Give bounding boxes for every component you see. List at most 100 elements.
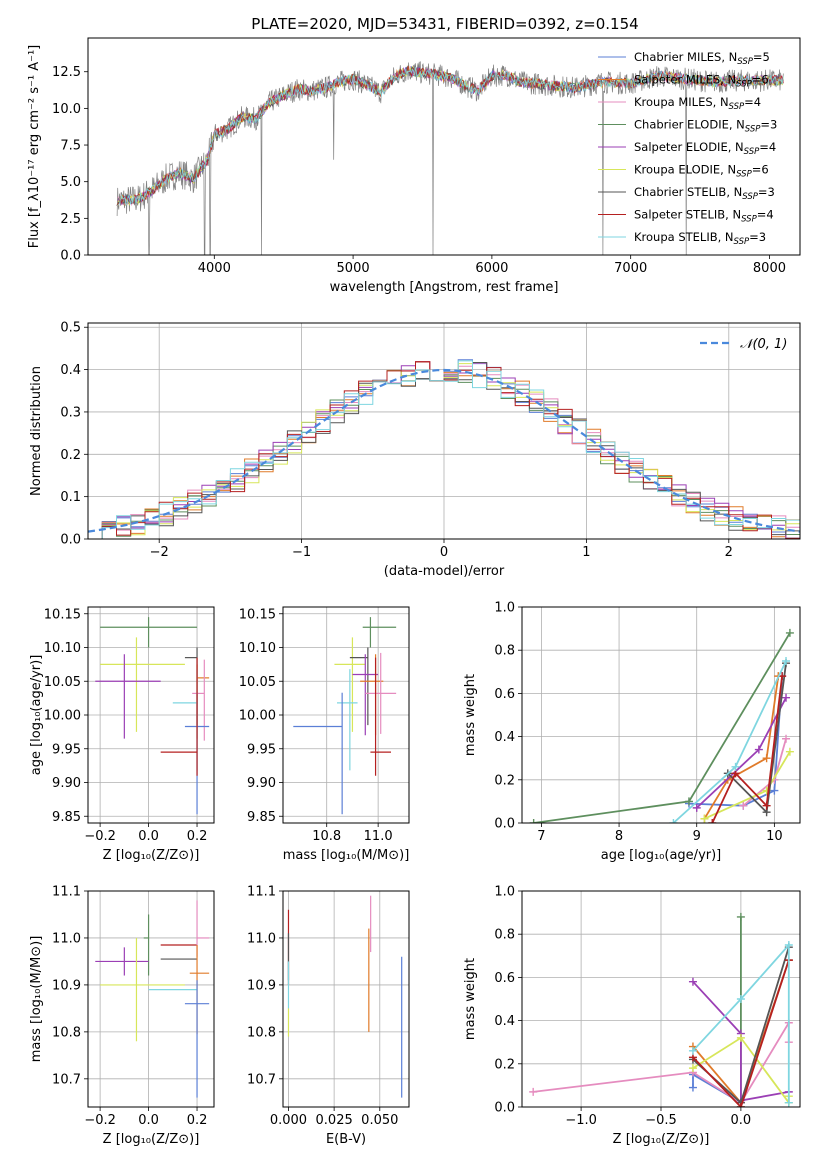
marker-kroupa-miles <box>739 801 748 810</box>
mass-vs-Z-ylabel: mass [log₁₀(M/M⊙)] <box>29 936 44 1063</box>
legend-entry: Kroupa STELIB, NSSP=3 <box>634 230 766 247</box>
legend-entry: 𝒩(0, 1) <box>740 337 787 352</box>
errorbar-salpeter-miles <box>360 654 384 736</box>
legend-entry: Kroupa ELODIE, NSSP=6 <box>634 163 769 180</box>
mass-vs-Z-ytick-label: 10.7 <box>52 1072 81 1087</box>
mass-vs-EBV-ytick-label: 11.1 <box>247 885 276 900</box>
legend-entry: Salpeter STELIB, NSSP=4 <box>634 208 774 225</box>
spectrum-ylabel: Flux [f_λ10⁻¹⁷ erg cm⁻² s⁻¹ A⁻¹] <box>27 45 42 249</box>
marker-kroupa-elodie <box>700 814 709 823</box>
mass-vs-EBV-xtick-label: 0.025 <box>316 1113 353 1128</box>
age-vs-Z-ytick-label: 9.95 <box>52 742 81 757</box>
residuals-xtick-label: −1 <box>292 545 311 560</box>
marker-chabrier-miles <box>770 786 779 795</box>
spectrum-xtick-label: 4000 <box>198 261 231 276</box>
massweight-vs-age-ytick-label: 0.0 <box>494 817 515 832</box>
age-vs-Z-ytick-label: 9.90 <box>52 776 81 791</box>
spectrum-data <box>116 61 784 255</box>
spectrum-xtick-label: 8000 <box>753 261 786 276</box>
marker-salpeter-elodie <box>692 803 701 812</box>
mass-vs-Z-xlabel: Z [log₁₀(Z/Z⊙)] <box>103 1132 200 1147</box>
marker-chabrier-elodie <box>529 819 538 823</box>
spectrum-xtick-label: 6000 <box>475 261 508 276</box>
residuals-xlabel: (data-model)/error <box>384 564 505 579</box>
spectrum-frame <box>87 37 801 256</box>
residual-histograms <box>88 359 800 539</box>
mass-vs-Z-ytick-label: 10.9 <box>52 978 81 993</box>
residuals-ytick-label: 0.4 <box>60 363 81 378</box>
legend-entry: Chabrier MILES, NSSP=5 <box>634 50 770 67</box>
massweight-vs-Z-ytick-label: 0.0 <box>494 1101 515 1116</box>
errorbar-salpeter-elodie <box>352 654 379 736</box>
errorbar-kroupa-elodie <box>334 637 366 732</box>
marker-kroupa-elodie <box>785 747 794 756</box>
age-vs-Z-points <box>95 617 210 815</box>
mass-vs-EBV-xlabel: E(B-V) <box>326 1132 366 1147</box>
mass-vs-EBV-points <box>287 895 403 1098</box>
marker-kroupa-stelib <box>784 1098 793 1107</box>
plots: 4000 5000 6000 7000 80000.02.55.07.510.012.5… <box>27 37 801 1147</box>
mass-vs-EBV-ytick-label: 11.0 <box>247 931 276 946</box>
age-vs-mass-xtick-label: 10.8 <box>312 829 341 844</box>
errorbar-chabrier-elodie <box>143 914 150 976</box>
age-vs-mass-ytick-label: 9.85 <box>247 810 276 825</box>
massweight-vs-Z-xlabel: Z [log₁₀(Z/Z⊙)] <box>613 1132 710 1147</box>
errorbar-chabrier-elodie <box>100 617 198 648</box>
spectrum-ytick-label: 7.5 <box>60 139 81 154</box>
mass-vs-EBV-axes: 0.000 0.025 0.050 10.7 10.8 10.9 11.0 11.1 <box>247 885 409 1128</box>
legend-entry: Chabrier ELODIE, NSSP=3 <box>634 118 777 135</box>
massweight-vs-age-xtick-label: 7 <box>537 829 545 844</box>
errorbar-kroupa-stelib <box>337 669 358 771</box>
series-salpeter-elodie <box>692 981 789 1102</box>
residuals-xtick-label: 2 <box>725 545 733 560</box>
age-vs-Z-xtick-label: 0.0 <box>138 829 159 844</box>
massweight-vs-Z-axes: −1.0 −0.5 0.0 0.0 0.2 0.4 0.6 0.8 1.0 <box>494 885 800 1128</box>
errorbar-salpeter-elodie <box>95 654 161 739</box>
massweight-vs-age-ytick-label: 0.4 <box>494 730 515 745</box>
marker-kroupa-stelib <box>688 1046 697 1055</box>
mass-vs-EBV-xtick-label: 0.000 <box>270 1113 307 1128</box>
massweight-vs-age-xlabel: age [log₁₀(age/yr)] <box>601 848 722 863</box>
age-vs-mass-ytick-label: 10.15 <box>239 607 276 622</box>
age-vs-mass-ytick-label: 10.00 <box>239 709 276 724</box>
age-vs-Z-ytick-label: 10.00 <box>44 709 81 724</box>
residuals-ytick-label: 0.5 <box>60 321 81 336</box>
figure-title: PLATE=2020, MJD=53431, FIBERID=0392, z=0… <box>251 15 638 33</box>
mass-vs-Z-axes: −0.2 0.0 0.2 10.7 10.8 10.9 11.0 11.1 <box>52 885 214 1128</box>
marker-salpeter-stelib <box>708 819 717 823</box>
spectrum-ytick-label: 0.0 <box>60 249 81 264</box>
massweight-vs-Z-ytick-label: 0.2 <box>494 1057 515 1072</box>
errorbar-chabrier-miles <box>293 692 343 815</box>
age-vs-mass-ytick-label: 10.05 <box>239 675 276 690</box>
massweight-vs-age-ytick-label: 1.0 <box>494 601 515 616</box>
age-vs-mass-ytick-label: 9.90 <box>247 776 276 791</box>
marker-chabrier-elodie <box>736 912 745 921</box>
mass-vs-Z-frame <box>87 890 215 1108</box>
mass-vs-EBV-ytick-label: 10.8 <box>247 1025 276 1040</box>
errorbar-kroupa-miles <box>196 900 210 957</box>
mass-vs-Z-xtick-label: −0.2 <box>84 1113 116 1128</box>
mass-vs-Z-xtick-label: 0.2 <box>187 1113 208 1128</box>
spectrum-model-kroupa-stelib <box>116 66 784 207</box>
spectrum-ytick-label: 10.0 <box>52 102 81 117</box>
marker-salpeter-elodie <box>782 693 791 702</box>
spectrum-ytick-label: 2.5 <box>60 212 81 227</box>
massweight-vs-age-ytick-label: 0.2 <box>494 773 515 788</box>
marker-kroupa-stelib <box>731 762 740 771</box>
age-vs-Z-xtick-label: −0.2 <box>84 829 116 844</box>
age-vs-Z-frame <box>87 606 215 824</box>
marker-kroupa-stelib <box>736 995 745 1003</box>
massweight-vs-Z-xtick-label: 0.0 <box>731 1113 752 1128</box>
residuals-legend: 𝒩(0, 1) <box>700 337 787 352</box>
marker-salpeter-elodie <box>754 745 763 754</box>
spectrum-axes: 4000 5000 6000 7000 8000 0.0 2.5 5.0 7.5 10.0 12.5 <box>52 65 786 276</box>
massweight-vs-Z-xtick-label: −0.5 <box>645 1113 677 1128</box>
massweight-vs-Z-ytick-label: 0.6 <box>494 971 515 986</box>
age-vs-Z-ytick-label: 9.85 <box>52 810 81 825</box>
mass-vs-Z-xtick-label: 0.0 <box>138 1113 159 1128</box>
marker-kroupa-miles <box>529 1087 538 1096</box>
errorbar-kroupa-elodie <box>100 937 185 1042</box>
errorbar-kroupa-elodie <box>100 637 185 732</box>
errorbar-chabrier-elodie <box>362 617 397 648</box>
